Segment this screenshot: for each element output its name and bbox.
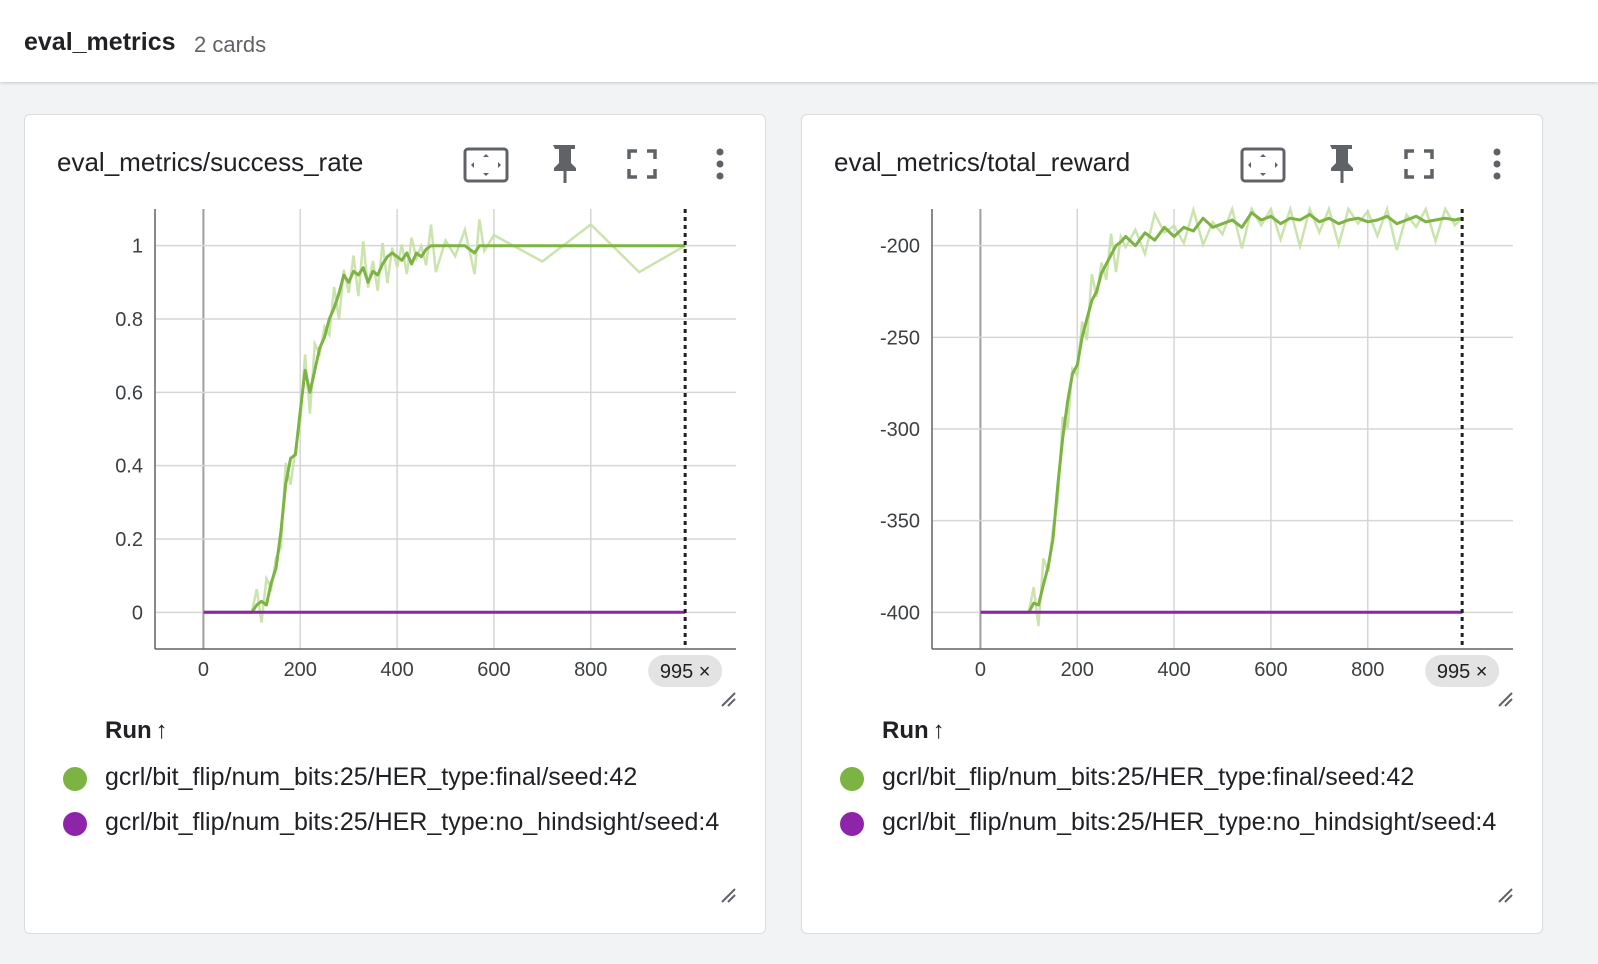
x-tick-label: 200 [1061,659,1094,681]
arrow-up-icon: ↑ [155,717,168,744]
x-tick-label: 400 [380,659,413,681]
chart-resize-icon[interactable] [1496,690,1514,708]
run-color-dot[interactable] [63,767,87,791]
step-cursor-label: 995 × [1437,661,1488,683]
more-options-button[interactable] [1472,139,1522,189]
step-cursor-chip[interactable]: 995 × [1425,655,1500,687]
y-tick-label: 0 [132,602,143,624]
arrow-up-icon: ↑ [932,717,945,744]
fullscreen-icon [1404,149,1434,179]
more-vert-icon [716,148,724,180]
chart-resize-icon[interactable] [719,690,737,708]
y-tick-label: -200 [880,236,920,258]
fullscreen-button[interactable] [617,139,667,189]
legend-resize-icon[interactable] [1496,886,1514,904]
y-tick-label: 0.4 [115,456,143,478]
y-tick-label: 0.2 [115,529,143,551]
x-tick-label: 0 [198,659,209,681]
y-tick-label: -250 [880,327,920,349]
run-label: gcrl/bit_flip/num_bits:25/HER_type:final… [105,763,638,791]
line-chart[interactable]: 0 200 400 600 800 -400 -350 -300 -250 -200 995 × [802,115,1542,715]
run-label: gcrl/bit_flip/num_bits:25/HER_type:no_hi… [882,808,1497,836]
legend-resize-icon[interactable] [719,886,737,904]
y-tick-label: 1 [132,236,143,258]
fit-domain-button[interactable] [461,139,511,189]
run-color-dot[interactable] [63,812,87,836]
x-tick-label: 600 [1254,659,1287,681]
y-tick-label: 0.6 [115,382,143,404]
legend-item[interactable]: gcrl/bit_flip/num_bits:25/HER_type:final… [63,763,763,793]
legend-item[interactable]: gcrl/bit_flip/num_bits:25/HER_type:no_hi… [63,808,763,838]
run-label: gcrl/bit_flip/num_bits:25/HER_type:no_hi… [105,808,720,836]
legend-run-header[interactable]: Run ↑ [105,717,168,744]
group-title: eval_metrics [24,28,176,56]
y-tick-label: -400 [880,602,920,624]
pin-button[interactable] [1316,139,1366,189]
step-cursor-chip[interactable]: 995 × [648,655,723,687]
x-tick-label: 200 [284,659,317,681]
pin-icon [553,145,576,183]
x-tick-label: 0 [975,659,986,681]
legend-item[interactable]: gcrl/bit_flip/num_bits:25/HER_type:final… [840,763,1540,793]
scalar-card: eval_metrics/success_rate 0 200 400 600 800 0… [24,114,766,934]
step-cursor-label: 995 × [660,661,711,683]
fit-to-data-icon [1240,147,1286,183]
scalar-card: eval_metrics/total_reward 0 200 400 600 800 -… [801,114,1543,934]
legend-item[interactable]: gcrl/bit_flip/num_bits:25/HER_type:no_hi… [840,808,1540,838]
run-color-dot[interactable] [840,812,864,836]
x-tick-label: 400 [1157,659,1190,681]
fit-to-data-icon [463,147,509,183]
fullscreen-icon [627,149,657,179]
card-title: eval_metrics/total_reward [834,147,1131,177]
x-tick-label: 600 [477,659,510,681]
legend-run-header[interactable]: Run ↑ [882,717,945,744]
more-options-button[interactable] [695,139,745,189]
x-tick-label: 800 [574,659,607,681]
series-line [203,244,686,614]
fit-domain-button[interactable] [1238,139,1288,189]
group-header: eval_metrics 2 cards [0,0,1598,82]
y-tick-label: 0.8 [115,309,143,331]
y-tick-label: -350 [880,511,920,533]
card-title: eval_metrics/success_rate [57,147,364,177]
pin-icon [1330,145,1353,183]
series-raw-line [980,204,1464,627]
series-line [980,211,1463,614]
card-count: 2 cards [194,32,267,57]
pin-button[interactable] [539,139,589,189]
x-tick-label: 800 [1351,659,1384,681]
fullscreen-button[interactable] [1394,139,1444,189]
run-label: gcrl/bit_flip/num_bits:25/HER_type:final… [882,763,1415,791]
line-chart[interactable]: 0 200 400 600 800 0 0.2 0.4 0.6 0.8 1 995 × [25,115,765,715]
y-tick-label: -300 [880,419,920,441]
run-color-dot[interactable] [840,767,864,791]
more-vert-icon [1493,148,1501,180]
